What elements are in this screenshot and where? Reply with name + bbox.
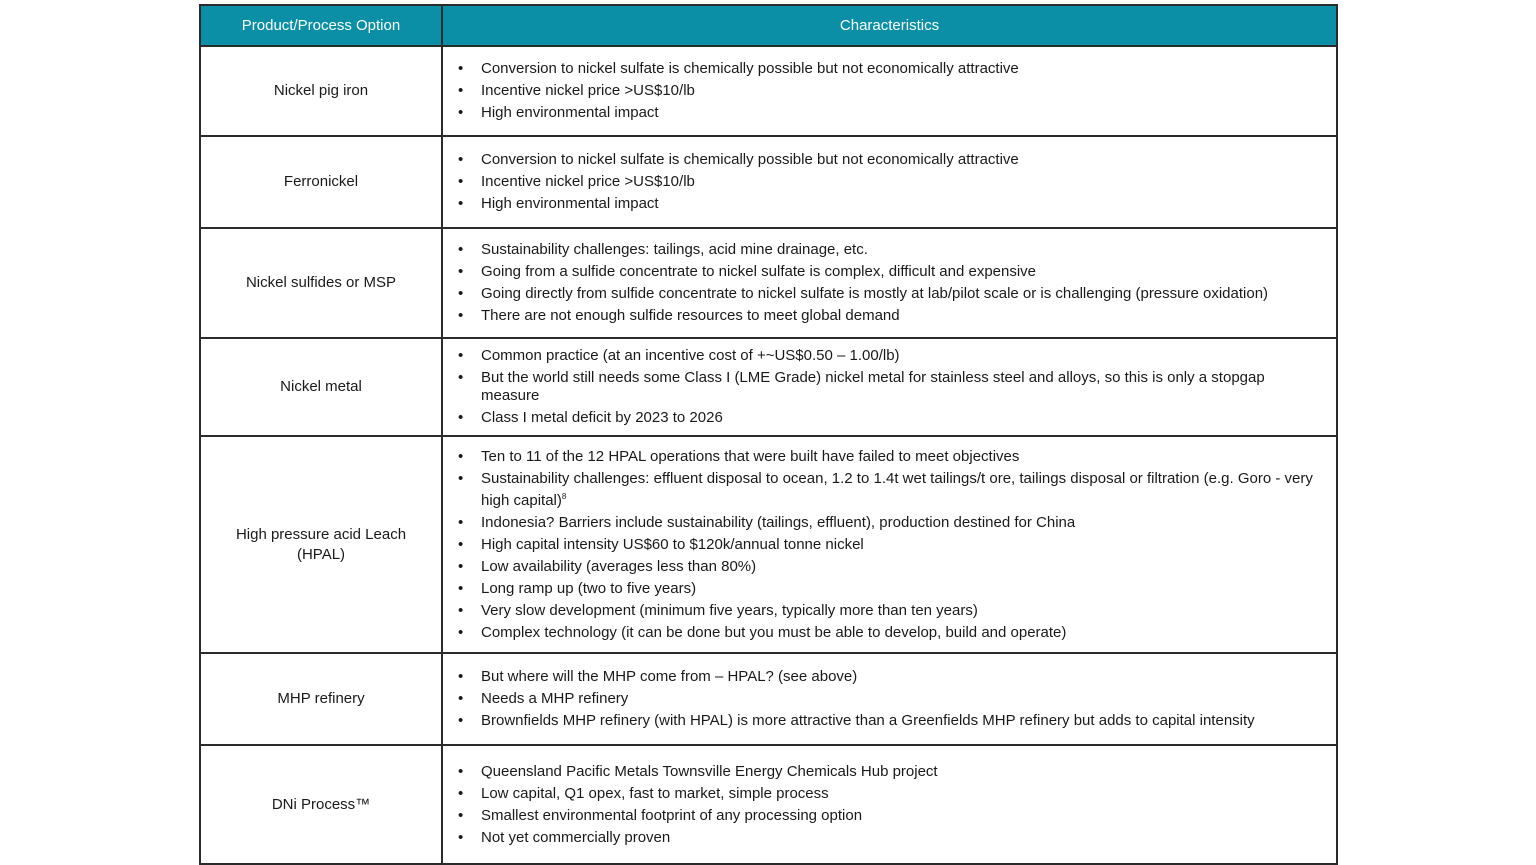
bullet-list: Conversion to nickel sulfate is chemical… [443, 151, 1326, 213]
characteristics-cell: But where will the MHP come from – HPAL?… [441, 652, 1338, 746]
bullet-item: Complex technology (it can be done but y… [458, 624, 1326, 642]
bullet-list: But where will the MHP come from – HPAL?… [443, 668, 1326, 730]
option-cell: MHP refinery [199, 652, 443, 746]
bullet-item: Common practice (at an incentive cost of… [458, 347, 1326, 365]
bullet-item: Brownfields MHP refinery (with HPAL) is … [458, 712, 1326, 730]
bullet-list: Sustainability challenges: tailings, aci… [443, 241, 1326, 325]
bullet-item: High environmental impact [458, 195, 1326, 213]
bullet-item: Low availability (averages less than 80%… [458, 558, 1326, 576]
option-cell: High pressure acid Leach (HPAL) [199, 435, 443, 654]
option-cell: Nickel metal [199, 337, 443, 437]
bullet-item: Needs a MHP refinery [458, 690, 1326, 708]
bullet-item: Very slow development (minimum five year… [458, 602, 1326, 620]
bullet-item: Queensland Pacific Metals Townsville Ene… [458, 763, 1326, 781]
table-row: High pressure acid Leach (HPAL) Ten to 11… [199, 435, 1338, 654]
characteristics-cell: Queensland Pacific Metals Townsville Ene… [441, 744, 1338, 865]
header-cell: Characteristics [441, 4, 1338, 47]
option-cell: Ferronickel [199, 135, 443, 229]
bullet-item: Class I metal deficit by 2023 to 2026 [458, 409, 1326, 427]
table-row: Nickel metal Common practice (at an incen… [199, 337, 1338, 437]
characteristics-cell: Sustainability challenges: tailings, aci… [441, 227, 1338, 339]
table-body: Nickel pig iron Conversion to nickel sulf… [199, 45, 1338, 865]
bullet-item: There are not enough sulfide resources t… [458, 307, 1326, 325]
bullet-item: Going from a sulfide concentrate to nick… [458, 263, 1326, 281]
comparison-table: Product/Process Option Characteristics N… [199, 4, 1338, 865]
footnote-ref: 8 [561, 491, 567, 501]
table-row: Nickel sulfides or MSP Sustainability cha… [199, 227, 1338, 339]
bullet-item: But the world still needs some Class I (… [458, 369, 1326, 405]
bullet-item: Incentive nickel price >US$10/lb [458, 82, 1326, 100]
bullet-item: Indonesia? Barriers include sustainabili… [458, 514, 1326, 532]
bullet-item: High environmental impact [458, 104, 1326, 122]
bullet-item: Not yet commercially proven [458, 829, 1326, 847]
characteristics-cell: Conversion to nickel sulfate is chemical… [441, 135, 1338, 229]
characteristics-cell: Conversion to nickel sulfate is chemical… [441, 45, 1338, 137]
bullet-item: Smallest environmental footprint of any … [458, 807, 1326, 825]
table-row: Nickel pig iron Conversion to nickel sulf… [199, 45, 1338, 137]
bullet-item: Sustainability challenges: effluent disp… [458, 469, 1326, 510]
characteristics-cell: Ten to 11 of the 12 HPAL operations that… [441, 435, 1338, 654]
table-row: DNi Process™ Queensland Pacific Metals To… [199, 744, 1338, 865]
bullet-item: Ten to 11 of the 12 HPAL operations that… [458, 448, 1326, 466]
bullet-list: Ten to 11 of the 12 HPAL operations that… [443, 448, 1326, 642]
option-cell: DNi Process™ [199, 744, 443, 865]
option-cell: Nickel sulfides or MSP [199, 227, 443, 339]
bullet-item: But where will the MHP come from – HPAL?… [458, 668, 1326, 686]
characteristics-cell: Common practice (at an incentive cost of… [441, 337, 1338, 437]
bullet-list: Queensland Pacific Metals Townsville Ene… [443, 763, 1326, 847]
header-cell: Product/Process Option [199, 4, 443, 47]
bullet-item: Conversion to nickel sulfate is chemical… [458, 151, 1326, 169]
bullet-text: Sustainability challenges: effluent disp… [481, 469, 1313, 509]
table-row: MHP refinery But where will the MHP come … [199, 652, 1338, 746]
bullet-item: Going directly from sulfide concentrate … [458, 285, 1326, 303]
bullet-item: High capital intensity US$60 to $120k/an… [458, 536, 1326, 554]
table-row: Ferronickel Conversion to nickel sulfate … [199, 135, 1338, 229]
bullet-list: Conversion to nickel sulfate is chemical… [443, 60, 1326, 122]
bullet-item: Conversion to nickel sulfate is chemical… [458, 60, 1326, 78]
bullet-list: Common practice (at an incentive cost of… [443, 347, 1326, 427]
header-row: Product/Process Option Characteristics [199, 4, 1338, 47]
bullet-item: Low capital, Q1 opex, fast to market, si… [458, 785, 1326, 803]
bullet-item: Sustainability challenges: tailings, aci… [458, 241, 1326, 259]
bullet-item: Long ramp up (two to five years) [458, 580, 1326, 598]
bullet-item: Incentive nickel price >US$10/lb [458, 173, 1326, 191]
option-cell: Nickel pig iron [199, 45, 443, 137]
